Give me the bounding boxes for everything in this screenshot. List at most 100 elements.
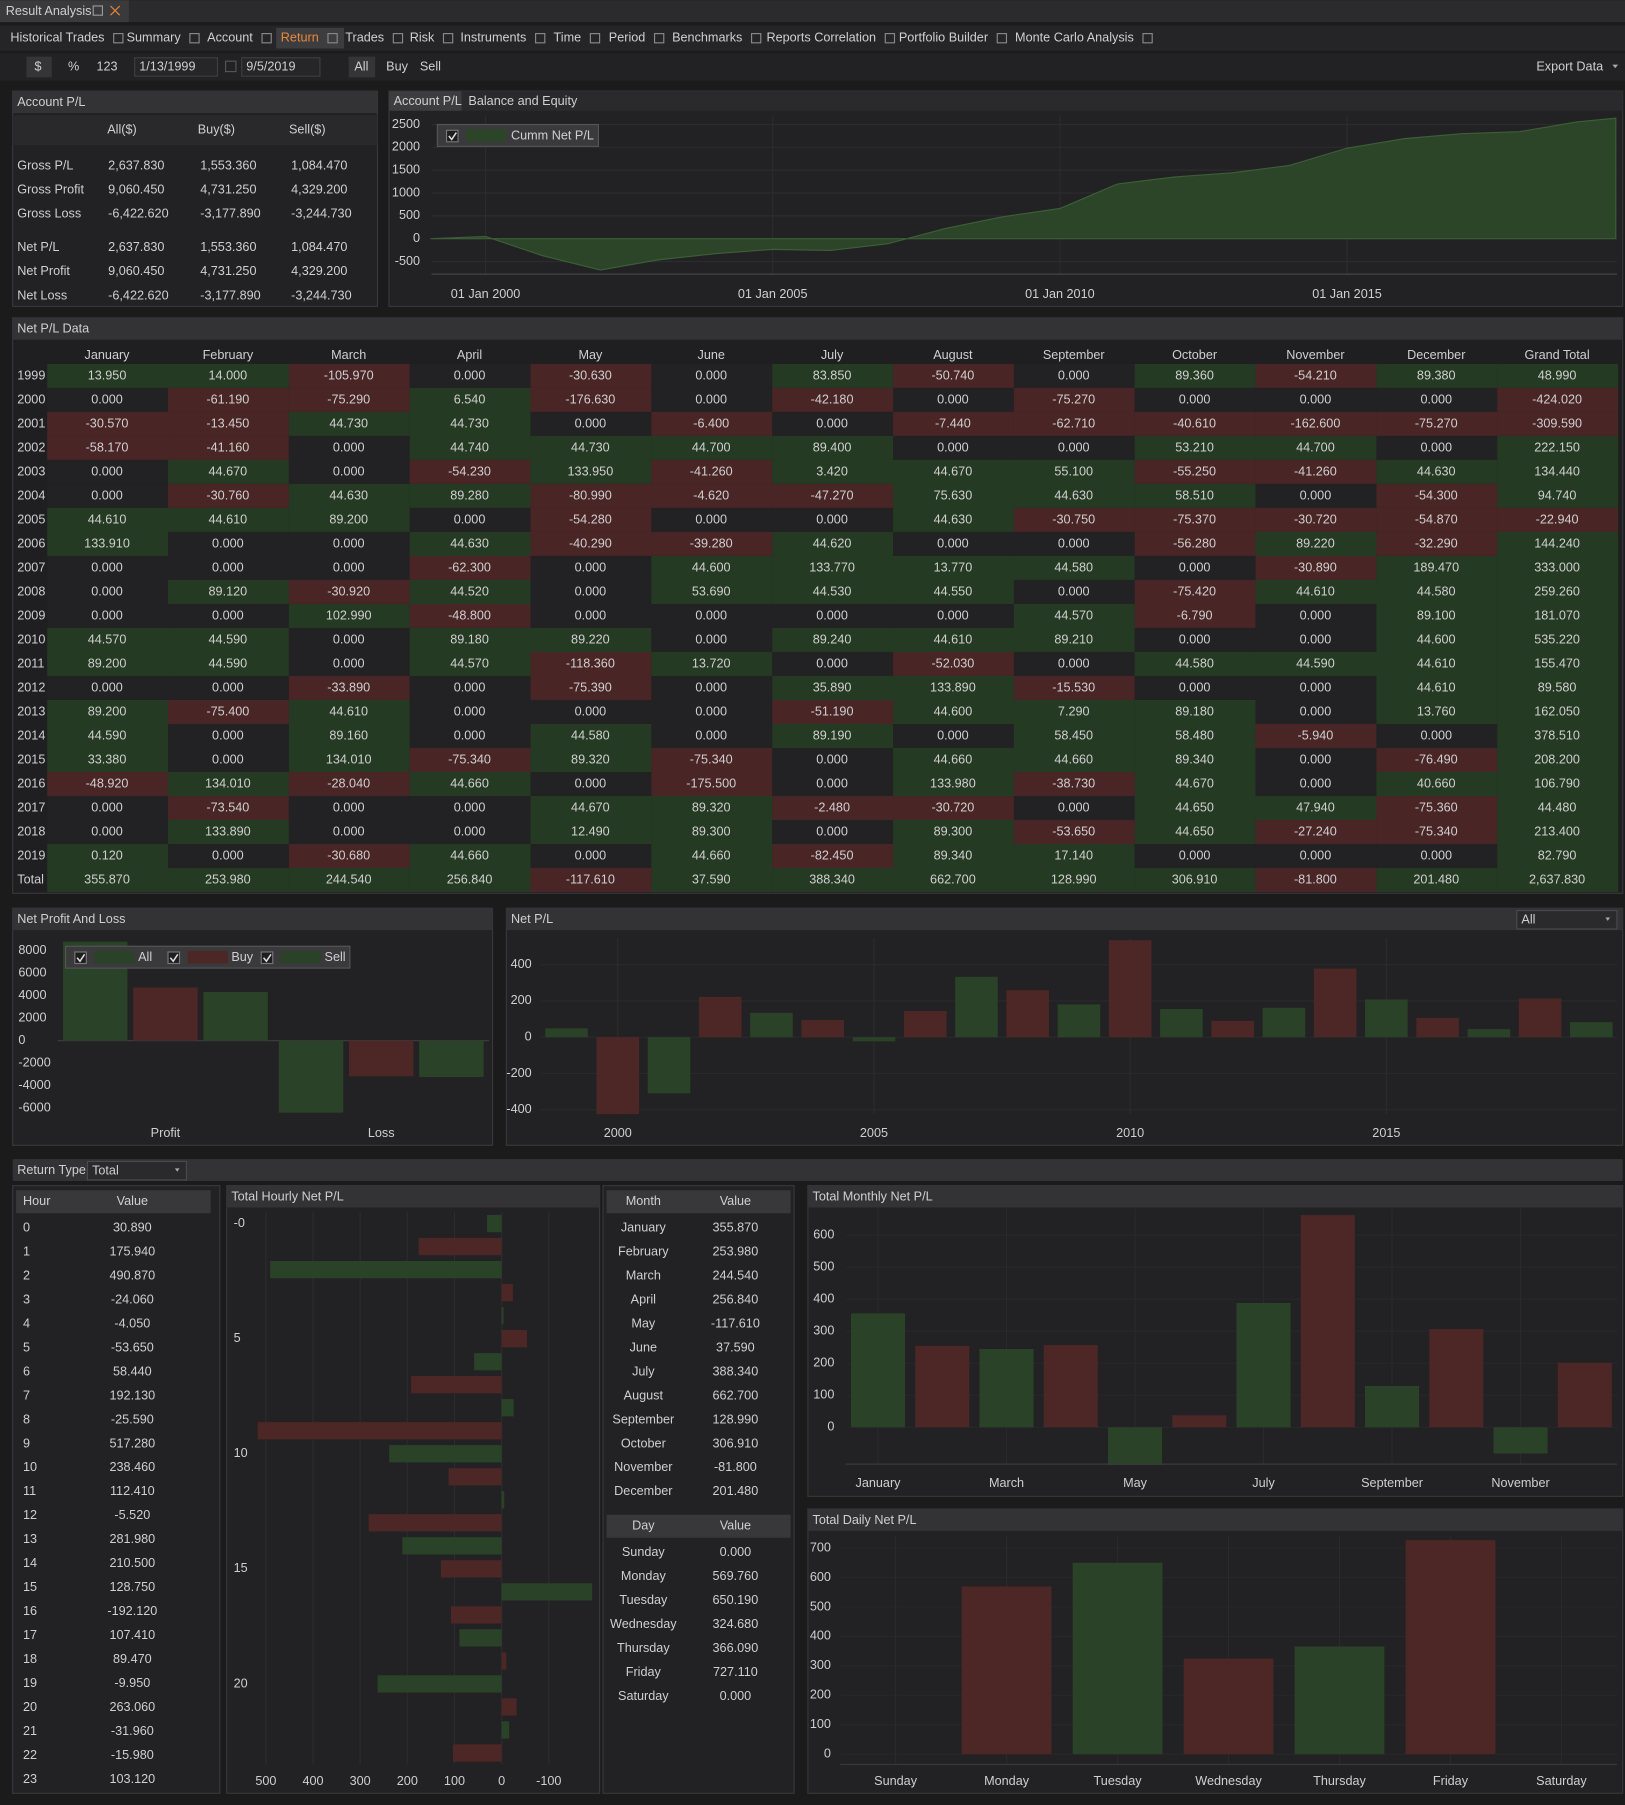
cell-bg <box>1013 555 1135 580</box>
cell: -54.280 <box>569 512 612 526</box>
cell-bg <box>530 651 652 676</box>
cell: 44.580 <box>1417 584 1456 598</box>
cell-bg <box>772 363 894 388</box>
unit-button[interactable]: % <box>68 59 79 73</box>
cell: 0.000 <box>695 512 727 526</box>
tab[interactable]: Time <box>554 31 582 45</box>
tab[interactable]: Portfolio Builder <box>899 31 988 45</box>
cell-bg <box>1376 796 1498 821</box>
legend-label[interactable]: All <box>138 950 152 964</box>
tab[interactable]: Summary <box>127 31 182 45</box>
tab[interactable]: Account <box>207 31 253 45</box>
cell: 0.000 <box>575 704 607 718</box>
cell: 144.240 <box>1534 536 1580 550</box>
cell-bg <box>1497 435 1619 460</box>
bar <box>1043 1345 1098 1428</box>
cell: -175.500 <box>686 776 736 790</box>
chart-tab[interactable]: Balance and Equity <box>468 94 578 108</box>
cell: -41.160 <box>206 440 249 454</box>
checkbox[interactable] <box>260 951 274 965</box>
cell: 0.000 <box>695 704 727 718</box>
cell: 33.380 <box>88 752 127 766</box>
window-tab-label[interactable]: Result Analysis <box>6 4 92 18</box>
checkbox[interactable] <box>167 951 181 965</box>
cell-bg <box>1134 675 1256 700</box>
cell: 83.850 <box>813 368 852 382</box>
column-header: May <box>578 348 603 362</box>
cell: -4.620 <box>693 488 729 502</box>
side-button[interactable]: All <box>354 59 368 73</box>
cell: 3.420 <box>816 464 848 478</box>
bar <box>1365 999 1408 1038</box>
cell: 44.630 <box>1054 488 1093 502</box>
tab[interactable]: Trades <box>345 31 384 45</box>
dropdown[interactable] <box>86 1160 188 1181</box>
cell-bg <box>1255 868 1377 893</box>
cell: 89.380 <box>1417 368 1456 382</box>
export-button[interactable]: Export Data <box>1536 59 1604 73</box>
side-button[interactable]: Sell <box>420 59 441 73</box>
tab-icon <box>884 33 896 44</box>
tab[interactable]: Risk <box>410 31 435 45</box>
cell: -25.590 <box>111 1412 154 1426</box>
cell: 1,084.470 <box>291 158 347 172</box>
tab[interactable]: Reports Correlation <box>766 31 876 45</box>
dropdown-value[interactable]: All <box>1521 913 1535 927</box>
checkbox[interactable] <box>445 129 459 143</box>
row-label: 2001 <box>17 416 45 430</box>
row-label: Thursday <box>617 1641 670 1655</box>
cell: -75.340 <box>690 752 733 766</box>
row-label: 12 <box>23 1508 37 1522</box>
checkbox[interactable] <box>224 60 237 73</box>
tab[interactable]: Historical Trades <box>10 31 104 45</box>
unit-button[interactable]: $ <box>34 59 41 73</box>
legend-label[interactable]: Sell <box>325 950 346 964</box>
cell: 388.340 <box>809 872 855 886</box>
chart-tab[interactable]: Account P/L <box>394 94 462 108</box>
cell: 0.000 <box>1420 392 1452 406</box>
date-box[interactable] <box>134 57 219 77</box>
cell: 48.990 <box>1538 368 1577 382</box>
cell: -41.260 <box>1294 464 1337 478</box>
cell: -75.340 <box>448 752 491 766</box>
column-header: Sell($) <box>289 123 326 137</box>
cell-bg <box>288 507 410 532</box>
cell: 0.000 <box>333 824 365 838</box>
checkbox[interactable] <box>74 951 87 965</box>
cell: 0.000 <box>91 680 123 694</box>
cell: 210.500 <box>109 1556 155 1570</box>
row-label: Wednesday <box>610 1617 677 1631</box>
cell: -3,244.730 <box>291 288 351 302</box>
cell: 0.000 <box>1179 848 1211 862</box>
start-date[interactable]: 1/13/1999 <box>139 59 195 73</box>
side-button[interactable]: Buy <box>386 59 408 73</box>
cell: 0.000 <box>91 800 123 814</box>
tab[interactable]: Monte Carlo Analysis <box>1015 31 1134 45</box>
tab[interactable]: Instruments <box>460 31 526 45</box>
tab[interactable]: Period <box>609 31 646 45</box>
cell-bg <box>168 627 289 652</box>
legend-label[interactable]: Cumm Net P/L <box>511 128 594 142</box>
date-box[interactable] <box>241 57 321 77</box>
cell: 201.480 <box>1413 872 1459 886</box>
cell-bg <box>1255 699 1377 725</box>
cell-bg <box>772 675 894 700</box>
tab[interactable]: Return <box>281 31 319 45</box>
row-label: 2019 <box>17 848 45 862</box>
cell-bg <box>47 796 169 821</box>
dropdown-value[interactable]: Total <box>92 1164 119 1178</box>
cell: 13.770 <box>934 560 973 574</box>
dropdown[interactable] <box>1516 909 1618 930</box>
tab[interactable]: Benchmarks <box>672 31 742 45</box>
cell: 94.740 <box>1538 488 1577 502</box>
cell: 55.100 <box>1054 464 1093 478</box>
unit-button[interactable]: 123 <box>96 59 117 73</box>
bar <box>501 1583 593 1601</box>
legend-label[interactable]: Buy <box>231 950 253 964</box>
cell: -31.960 <box>111 1724 154 1738</box>
end-date[interactable]: 9/5/2019 <box>246 59 295 73</box>
cell: 44.590 <box>209 656 248 670</box>
cell: 0.000 <box>1300 776 1332 790</box>
row-label: 15 <box>23 1580 37 1594</box>
row-label: Total <box>17 872 44 886</box>
